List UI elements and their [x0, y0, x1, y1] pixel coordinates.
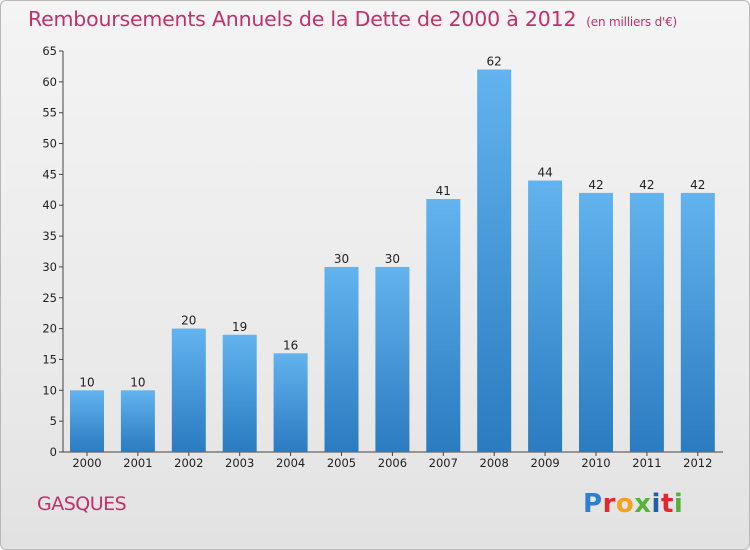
data-label-2012: 42: [690, 178, 705, 192]
y-tick-label: 50: [42, 137, 57, 151]
data-label-2004: 16: [283, 338, 298, 352]
data-label-2011: 42: [639, 178, 654, 192]
y-tick-label: 65: [42, 44, 57, 58]
x-tick-label-2011: 2011: [632, 456, 661, 470]
bar-2005: [324, 266, 359, 452]
bar-2003: [222, 334, 257, 452]
bar-2000: [70, 390, 104, 452]
data-label-2009: 44: [537, 166, 552, 180]
data-label-2007: 41: [436, 184, 451, 198]
chart-unit-label: (en milliers d'€): [586, 15, 678, 29]
x-tick-label-2009: 2009: [530, 456, 559, 470]
commune-name: GASQUES: [37, 493, 127, 515]
logo-letter: o: [615, 489, 635, 519]
x-tick-label-2004: 2004: [276, 456, 305, 470]
x-tick-label-2000: 2000: [72, 456, 101, 470]
logo-letter: r: [602, 489, 616, 519]
y-tick-label: 40: [42, 198, 57, 212]
data-label-2010: 42: [588, 178, 603, 192]
data-label-2005: 30: [334, 252, 349, 266]
x-tick-label-2008: 2008: [480, 456, 509, 470]
x-tick-label-2007: 2007: [429, 456, 458, 470]
bar-2008: [477, 69, 512, 452]
chart-title-text: Remboursements Annuels de la Dette de 20…: [28, 7, 577, 31]
bar-2009: [528, 180, 563, 453]
logo-letter: P: [583, 489, 603, 519]
y-tick-label: 55: [42, 106, 57, 120]
bar-2001: [120, 390, 155, 452]
x-tick-label-2010: 2010: [581, 456, 610, 470]
bar-2011: [629, 192, 664, 452]
bar-2010: [579, 192, 613, 452]
x-tick-label-2012: 2012: [683, 456, 712, 470]
y-tick-label: 5: [50, 414, 57, 428]
data-label-2001: 10: [130, 375, 145, 389]
chart-title: Remboursements Annuels de la Dette de 20…: [28, 7, 677, 31]
y-tick-label: 60: [42, 75, 57, 89]
logo-letter: i: [651, 489, 661, 519]
x-tick-label-2006: 2006: [378, 456, 407, 470]
x-tick-label-2001: 2001: [123, 456, 152, 470]
proxiti-logo: Proxiti: [583, 489, 683, 519]
logo-letter: t: [660, 489, 674, 519]
y-tick-label: 25: [42, 291, 57, 305]
y-tick-label: 30: [42, 260, 57, 274]
bar-2002: [171, 328, 206, 452]
y-tick-label: 0: [50, 445, 57, 459]
x-tick-label-2002: 2002: [174, 456, 203, 470]
y-tick-label: 15: [42, 352, 57, 366]
y-tick-label: 20: [42, 322, 57, 336]
y-tick-label: 35: [42, 229, 57, 243]
data-label-2000: 10: [79, 375, 94, 389]
data-label-2002: 20: [181, 314, 196, 328]
data-label-2008: 62: [487, 55, 502, 69]
bar-2006: [375, 266, 410, 452]
logo-letter: i: [673, 489, 684, 519]
data-label-2006: 30: [385, 252, 400, 266]
x-tick-label-2005: 2005: [327, 456, 356, 470]
bar-2004: [273, 353, 308, 452]
y-tick-label: 45: [42, 167, 57, 181]
logo-letter: x: [634, 489, 652, 519]
y-tick-label: 10: [42, 383, 57, 397]
x-tick-label-2003: 2003: [225, 456, 254, 470]
bar-2007: [426, 199, 461, 452]
data-label-2003: 19: [232, 320, 247, 334]
bar-2012: [680, 192, 715, 452]
